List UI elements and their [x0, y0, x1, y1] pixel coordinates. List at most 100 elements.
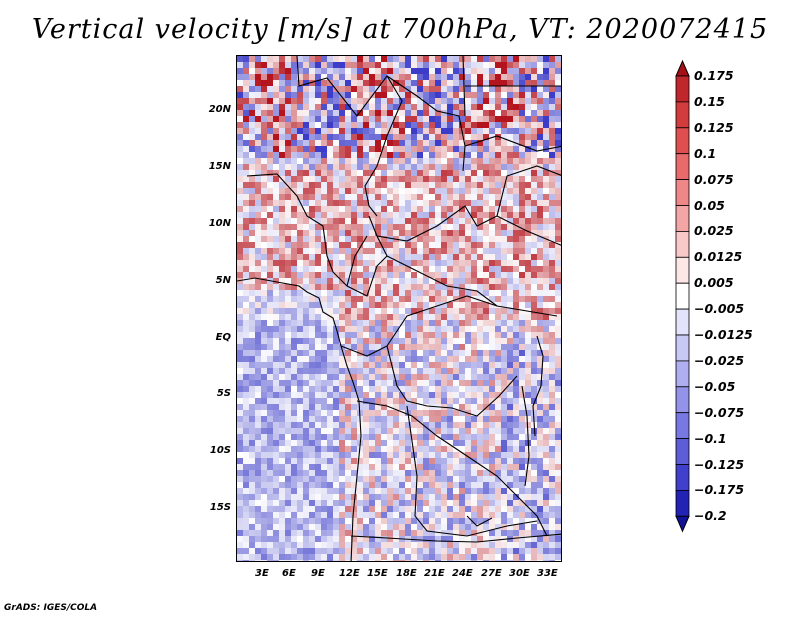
field-cell — [555, 206, 561, 213]
field-cell — [465, 224, 472, 231]
field-cell — [327, 308, 334, 315]
field-cell — [291, 278, 298, 285]
field-cell — [339, 152, 346, 159]
field-cell — [333, 224, 340, 231]
field-cell — [555, 524, 561, 531]
field-cell — [405, 350, 412, 357]
field-cell — [519, 398, 526, 405]
field-cell — [375, 290, 382, 297]
field-cell — [297, 110, 304, 117]
field-cell — [381, 122, 388, 129]
field-cell — [249, 290, 256, 297]
field-cell — [405, 500, 412, 507]
field-cell — [423, 524, 430, 531]
field-cell — [465, 392, 472, 399]
field-cell — [357, 62, 364, 69]
field-cell — [429, 164, 436, 171]
field-cell — [525, 104, 532, 111]
field-cell — [357, 296, 364, 303]
field-cell — [501, 440, 508, 447]
field-cell — [465, 512, 472, 519]
field-cell — [483, 320, 490, 327]
field-cell — [495, 224, 502, 231]
field-cell — [273, 464, 280, 471]
field-cell — [267, 548, 274, 555]
field-cell — [435, 68, 442, 75]
field-cell — [369, 302, 376, 309]
field-cell — [477, 422, 484, 429]
field-cell — [519, 128, 526, 135]
field-cell — [507, 548, 514, 555]
field-cell — [297, 470, 304, 477]
field-cell — [249, 494, 256, 501]
field-cell — [417, 416, 424, 423]
field-cell — [291, 128, 298, 135]
field-cell — [435, 386, 442, 393]
field-cell — [489, 392, 496, 399]
field-cell — [507, 194, 514, 201]
field-cell — [279, 446, 286, 453]
field-cell — [549, 242, 556, 249]
field-cell — [543, 500, 550, 507]
field-cell — [237, 458, 244, 465]
field-cell — [297, 74, 304, 81]
field-cell — [345, 452, 352, 459]
field-cell — [549, 518, 556, 525]
field-cell — [423, 296, 430, 303]
field-cell — [417, 446, 424, 453]
field-cell — [369, 56, 376, 63]
field-cell — [291, 374, 298, 381]
field-cell — [471, 464, 478, 471]
field-cell — [381, 530, 388, 537]
field-cell — [543, 284, 550, 291]
field-cell — [459, 374, 466, 381]
field-cell — [465, 326, 472, 333]
field-cell — [315, 188, 322, 195]
field-cell — [363, 536, 370, 543]
field-cell — [279, 206, 286, 213]
field-cell — [489, 458, 496, 465]
field-cell — [297, 422, 304, 429]
field-cell — [519, 194, 526, 201]
field-cell — [339, 560, 346, 561]
field-cell — [441, 344, 448, 351]
field-cell — [321, 152, 328, 159]
field-cell — [345, 374, 352, 381]
field-cell — [267, 338, 274, 345]
field-cell — [255, 554, 262, 561]
field-cell — [279, 122, 286, 129]
field-cell — [555, 428, 561, 435]
field-cell — [525, 92, 532, 99]
field-cell — [513, 242, 520, 249]
field-cell — [297, 206, 304, 213]
field-cell — [363, 422, 370, 429]
field-cell — [255, 170, 262, 177]
field-cell — [369, 266, 376, 273]
field-cell — [513, 392, 520, 399]
field-cell — [273, 128, 280, 135]
field-cell — [453, 494, 460, 501]
field-cell — [387, 218, 394, 225]
field-cell — [465, 398, 472, 405]
field-cell — [441, 242, 448, 249]
field-cell — [321, 338, 328, 345]
field-cell — [417, 284, 424, 291]
field-cell — [321, 308, 328, 315]
field-cell — [333, 560, 340, 561]
field-cell — [429, 182, 436, 189]
field-cell — [471, 308, 478, 315]
field-cell — [267, 374, 274, 381]
field-cell — [291, 260, 298, 267]
field-cell — [297, 512, 304, 519]
field-cell — [375, 404, 382, 411]
field-cell — [501, 170, 508, 177]
field-cell — [381, 440, 388, 447]
field-cell — [447, 536, 454, 543]
field-cell — [345, 80, 352, 87]
field-cell — [237, 68, 244, 75]
field-cell — [399, 188, 406, 195]
field-cell — [441, 128, 448, 135]
field-cell — [429, 512, 436, 519]
field-cell — [267, 356, 274, 363]
field-cell — [429, 134, 436, 141]
